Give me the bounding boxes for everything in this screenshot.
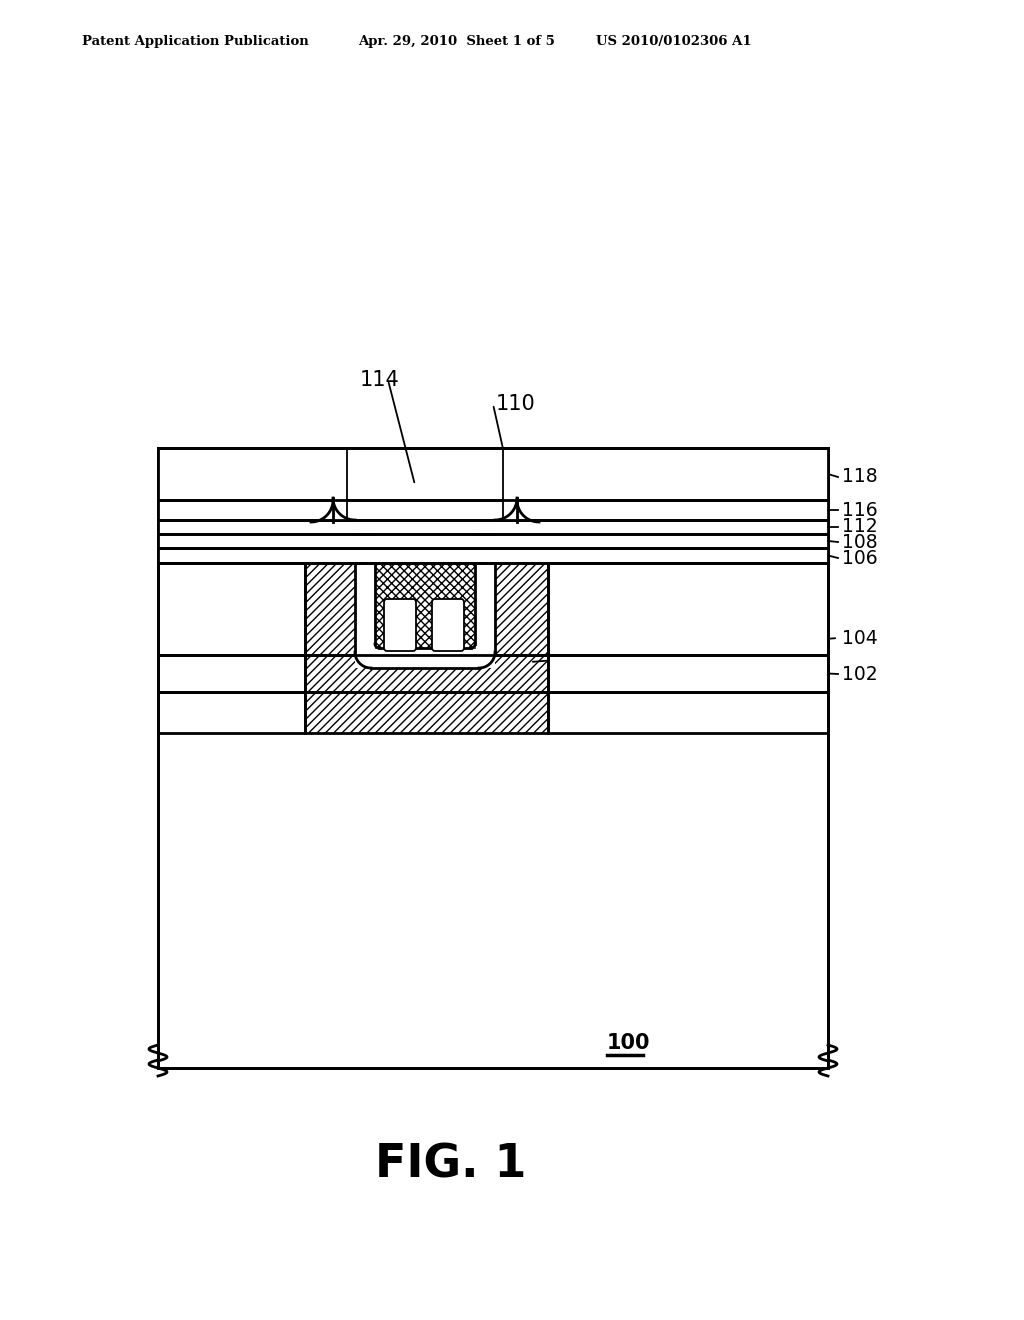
FancyBboxPatch shape — [384, 599, 416, 651]
Bar — [355, 648, 495, 668]
Text: 106: 106 — [842, 549, 878, 568]
Text: 110: 110 — [496, 393, 536, 414]
Bar — [475, 564, 495, 668]
Bar — [158, 564, 305, 733]
Text: 102: 102 — [842, 664, 878, 684]
Text: 118: 118 — [842, 467, 878, 487]
Bar — [158, 535, 828, 548]
Text: 108: 108 — [842, 532, 878, 552]
Bar — [158, 548, 828, 564]
Text: US 2010/0102306 A1: US 2010/0102306 A1 — [596, 36, 752, 49]
Bar — [158, 520, 828, 535]
Bar — [305, 564, 548, 733]
Bar — [503, 447, 517, 520]
Text: 104: 104 — [842, 628, 878, 648]
Bar — [158, 447, 828, 1068]
Text: 116: 116 — [842, 500, 878, 520]
Bar — [375, 564, 475, 648]
Bar — [333, 447, 347, 520]
Text: 112: 112 — [842, 517, 878, 536]
Text: 100: 100 — [607, 1034, 650, 1053]
FancyBboxPatch shape — [432, 599, 464, 651]
Bar — [355, 564, 375, 668]
Bar — [158, 500, 828, 520]
Text: 114: 114 — [360, 370, 399, 389]
Text: Patent Application Publication: Patent Application Publication — [82, 36, 309, 49]
Bar — [517, 447, 828, 500]
Bar — [158, 447, 333, 500]
Bar — [548, 564, 828, 733]
Text: Apr. 29, 2010  Sheet 1 of 5: Apr. 29, 2010 Sheet 1 of 5 — [358, 36, 555, 49]
Text: FIG. 1: FIG. 1 — [375, 1143, 526, 1188]
